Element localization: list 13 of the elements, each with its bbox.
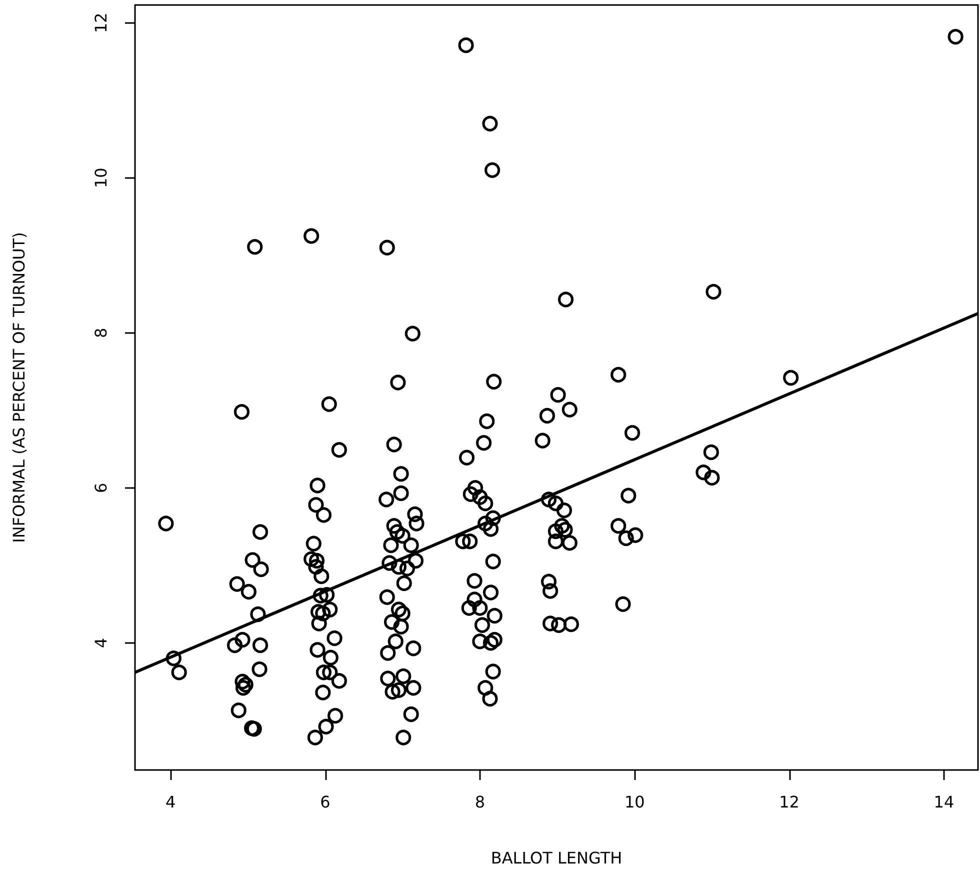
x-tick-label: 14 (934, 792, 954, 812)
y-tick-label: 6 (92, 482, 110, 493)
x-tick-label: 8 (474, 792, 486, 812)
x-tick-label: 10 (624, 792, 645, 812)
x-axis-title: BALLOT LENGTH (490, 848, 622, 868)
y-tick-label: 8 (92, 328, 110, 338)
x-tick-label: 6 (320, 792, 330, 812)
y-tick-label: 10 (92, 168, 110, 188)
x-tick-label: 4 (165, 792, 176, 812)
y-axis-title: INFORMAL (AS PERCENT OF TURNOUT) (10, 232, 28, 543)
y-tick-label: 4 (92, 638, 110, 648)
x-tick-label: 12 (779, 792, 800, 812)
y-tick-label: 12 (92, 12, 110, 34)
